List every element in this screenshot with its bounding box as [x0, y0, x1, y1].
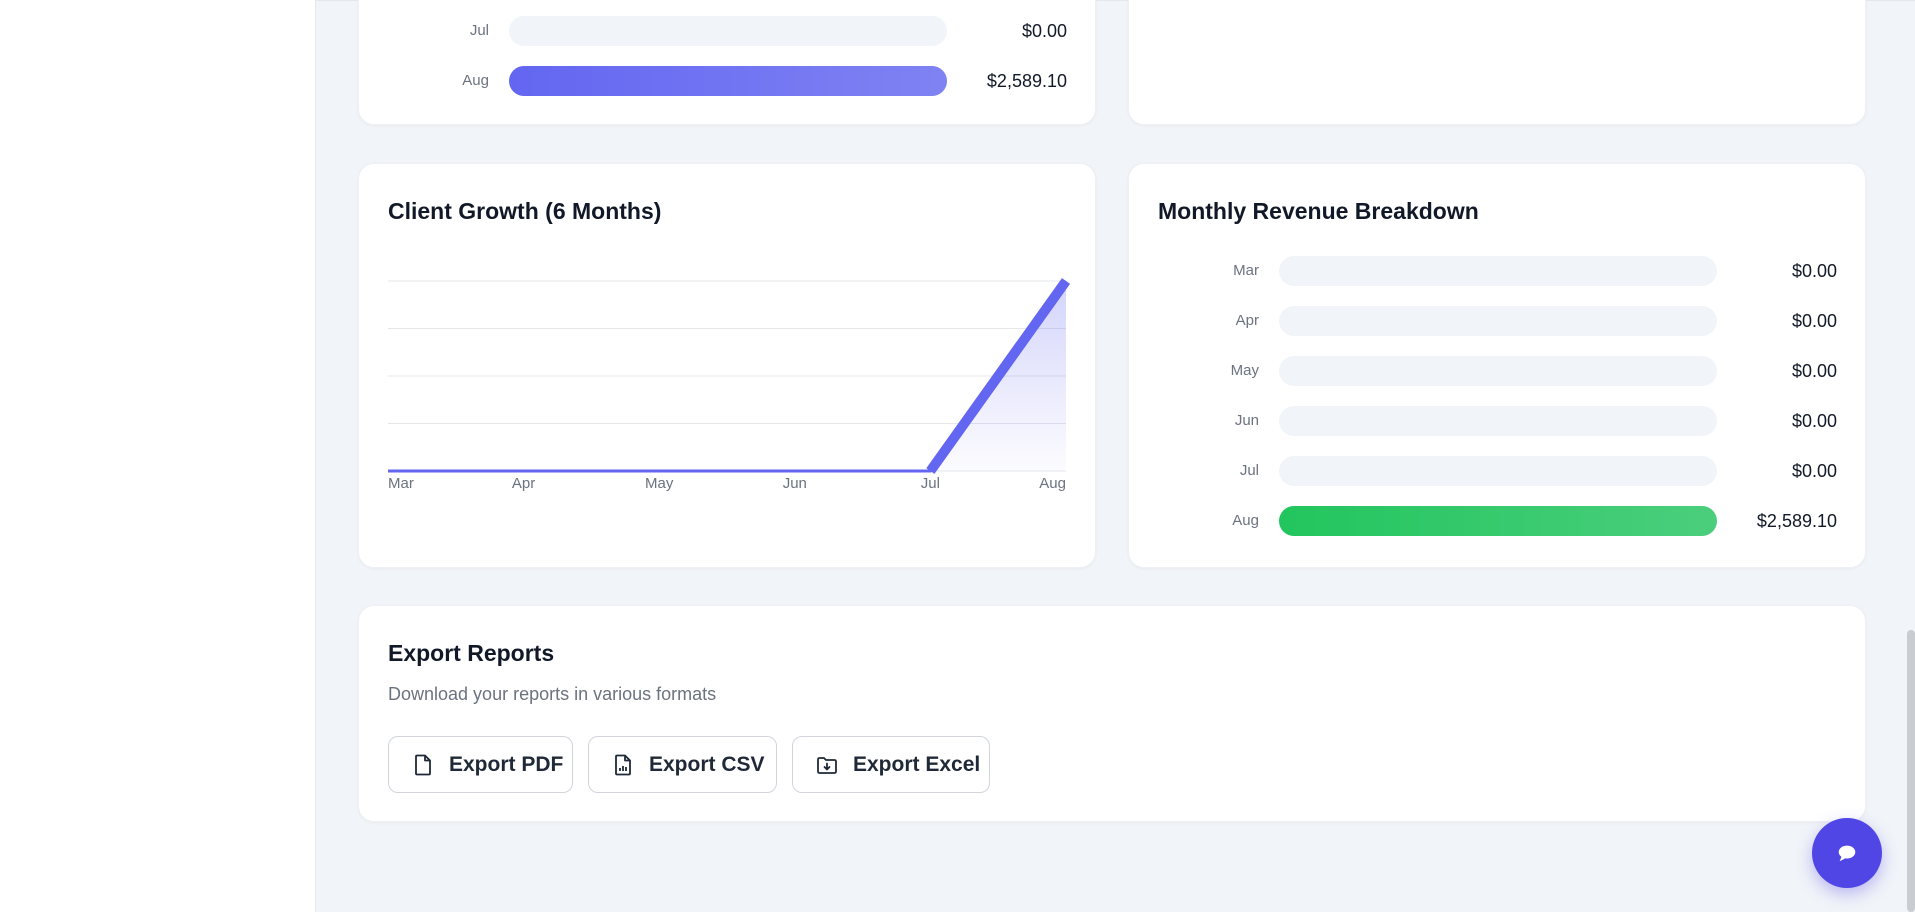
bar-value: $0.00 [1791, 361, 1837, 381]
client-growth-chart: Mar Apr May Jun Jul Aug [388, 278, 1071, 492]
bar-value: $2,589.10 [986, 71, 1067, 91]
sidebar [0, 0, 316, 912]
chat-bubble-icon [1836, 842, 1858, 864]
bar-value: $0.00 [1021, 21, 1067, 41]
bar-label: Aug [462, 72, 489, 89]
bar-track [1279, 506, 1717, 536]
bar-value: $0.00 [1791, 411, 1837, 431]
bar-fill [1279, 506, 1717, 536]
x-tick-label: May [645, 475, 674, 492]
export-pdf-button[interactable]: Export PDF [388, 736, 573, 793]
bar-fill [509, 66, 947, 96]
bar-track [1279, 456, 1717, 486]
scrollbar-thumb[interactable] [1907, 630, 1915, 912]
export-csv-button[interactable]: Export CSV [588, 736, 777, 793]
x-tick-label: Apr [512, 475, 535, 492]
file-chart-icon [611, 753, 635, 777]
bar-value: $0.00 [1791, 461, 1837, 481]
bar-track [1279, 406, 1717, 436]
bar-row-aug: Aug $2,589.10 [359, 66, 1097, 96]
export-pdf-label: Export PDF [449, 752, 564, 776]
bar-value: $0.00 [1791, 261, 1837, 281]
growth-area [388, 281, 1066, 471]
breakdown-row-mar: Mar $0.00 [1129, 256, 1867, 286]
client-growth-title: Client Growth (6 Months) [388, 198, 662, 224]
growth-line-segment [926, 278, 1071, 474]
bar-track [1279, 356, 1717, 386]
bar-label: Apr [1235, 312, 1259, 329]
bar-label: Jul [1239, 462, 1259, 479]
bar-value: $2,589.10 [1756, 511, 1837, 531]
bar-value: $0.00 [1791, 311, 1837, 331]
bar-label: May [1230, 362, 1259, 379]
export-subtitle: Download your reports in various formats [388, 684, 717, 704]
x-tick-label: Mar [388, 475, 414, 492]
bar-label: Jul [469, 22, 489, 39]
revenue-breakdown-title: Monthly Revenue Breakdown [1158, 198, 1479, 224]
export-title: Export Reports [388, 640, 555, 666]
breakdown-row-apr: Apr $0.00 [1129, 306, 1867, 336]
bar-label: Aug [1232, 512, 1259, 529]
x-tick-label: Jun [783, 475, 807, 492]
revenue-bars-card-top: Jul $0.00 Aug $2,589.10 [358, 0, 1096, 125]
bar-track [1279, 256, 1717, 286]
file-icon [411, 753, 435, 777]
export-excel-label: Export Excel [853, 752, 981, 776]
export-excel-button[interactable]: Export Excel [792, 736, 990, 793]
bar-track [509, 66, 947, 96]
x-tick-label: Jul [921, 475, 940, 492]
breakdown-row-may: May $0.00 [1129, 356, 1867, 386]
x-tick-label: Aug [1039, 475, 1066, 492]
client-growth-card: Client Growth (6 Months) Mar Apr May Jun Jul… [358, 163, 1096, 568]
export-csv-label: Export CSV [649, 752, 765, 776]
revenue-breakdown-card: Monthly Revenue Breakdown Mar $0.00 Apr $0.… [1128, 163, 1866, 568]
breakdown-row-jun: Jun $0.00 [1129, 406, 1867, 436]
folder-download-icon [815, 753, 839, 777]
export-reports-card: Export Reports Download your reports in … [358, 605, 1866, 822]
bar-row-jul: Jul $0.00 [359, 16, 1097, 46]
breakdown-row-jul: Jul $0.00 [1129, 456, 1867, 486]
breakdown-row-aug: Aug $2,589.10 [1129, 506, 1867, 536]
chat-button[interactable] [1812, 818, 1882, 888]
bar-label: Mar [1233, 262, 1259, 279]
bar-track [509, 16, 947, 46]
top-right-card [1128, 0, 1866, 125]
bar-track [1279, 306, 1717, 336]
bar-label: Jun [1234, 412, 1259, 429]
